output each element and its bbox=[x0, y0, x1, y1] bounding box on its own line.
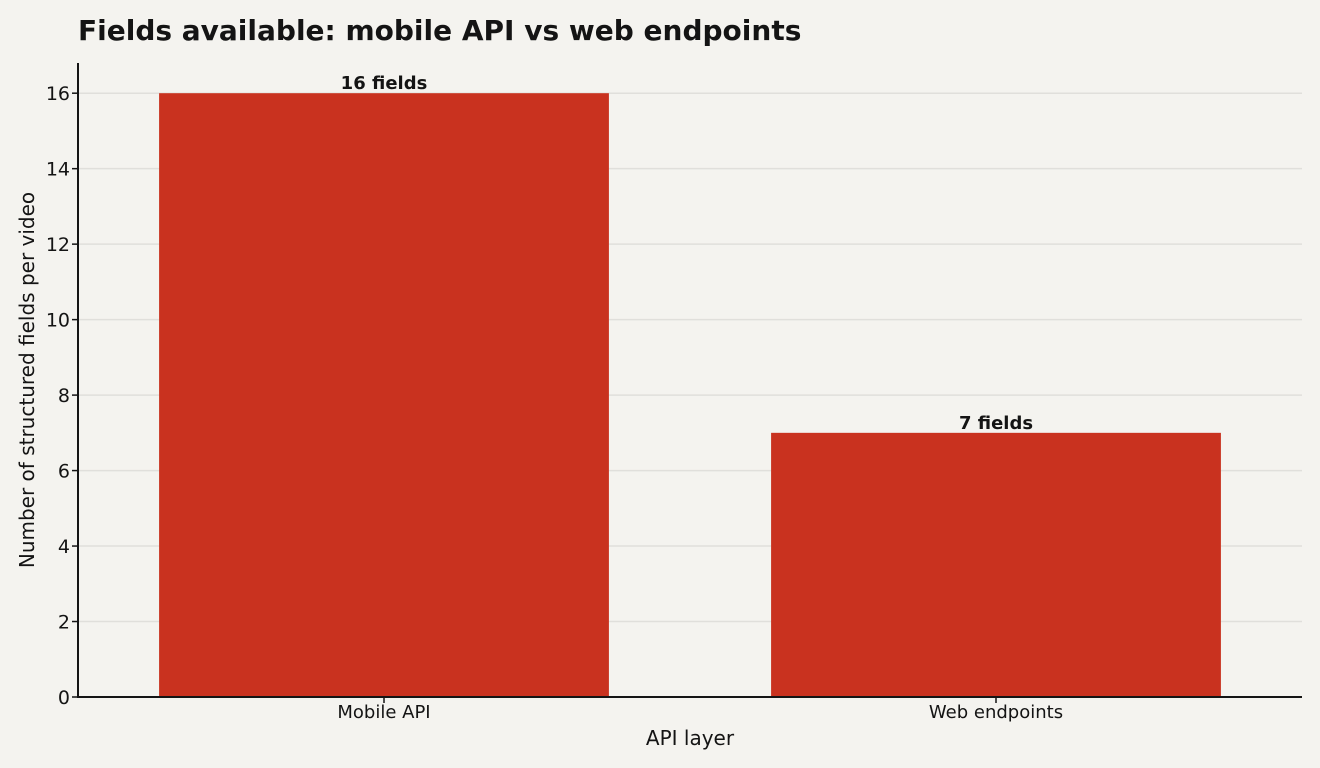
bar-web-endpoints bbox=[771, 432, 1221, 697]
y-tick-label: 6 bbox=[58, 461, 70, 483]
x-tick-label: Web endpoints bbox=[929, 702, 1063, 723]
x-axis-title: API layer bbox=[646, 726, 735, 750]
y-tick-label: 2 bbox=[58, 612, 70, 634]
y-tick-label: 12 bbox=[46, 234, 70, 256]
y-tick-label: 8 bbox=[58, 385, 70, 407]
y-tick-label: 0 bbox=[58, 687, 70, 709]
chart-title: Fields available: mobile API vs web endp… bbox=[78, 14, 801, 47]
x-axis-ticks: Mobile API Web endpoints bbox=[337, 697, 1063, 723]
y-tick-label: 4 bbox=[58, 536, 70, 558]
y-axis-ticks: 0 2 4 6 8 10 12 14 16 bbox=[46, 83, 78, 709]
x-tick-label: Mobile API bbox=[337, 702, 430, 723]
y-tick-label: 14 bbox=[46, 159, 70, 181]
bar-mobile-api bbox=[159, 93, 609, 697]
y-tick-label: 10 bbox=[46, 310, 70, 332]
y-axis-title: Number of structured fields per video bbox=[15, 192, 39, 568]
bar-data-label: 16 fields bbox=[341, 73, 428, 94]
data-labels: 16 fields 7 fields bbox=[341, 73, 1033, 434]
bar-data-label: 7 fields bbox=[959, 413, 1033, 434]
bars bbox=[159, 93, 1221, 697]
y-tick-label: 16 bbox=[46, 83, 70, 105]
